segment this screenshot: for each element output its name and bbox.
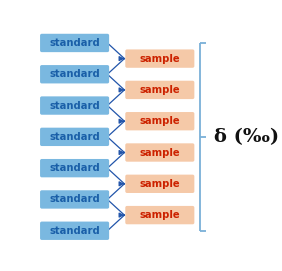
FancyBboxPatch shape [40, 190, 109, 209]
Text: standard: standard [49, 226, 100, 236]
Text: standard: standard [49, 69, 100, 79]
Text: standard: standard [49, 163, 100, 173]
Text: sample: sample [140, 116, 180, 126]
Text: standard: standard [49, 132, 100, 142]
FancyBboxPatch shape [125, 206, 194, 224]
Text: δ (‰): δ (‰) [215, 128, 279, 146]
FancyBboxPatch shape [125, 143, 194, 162]
Text: sample: sample [140, 54, 180, 64]
Text: standard: standard [49, 38, 100, 48]
FancyBboxPatch shape [125, 81, 194, 99]
Text: sample: sample [140, 179, 180, 189]
FancyBboxPatch shape [40, 222, 109, 240]
FancyBboxPatch shape [40, 65, 109, 83]
Text: standard: standard [49, 195, 100, 204]
Text: sample: sample [140, 85, 180, 95]
FancyBboxPatch shape [125, 112, 194, 130]
FancyBboxPatch shape [40, 34, 109, 52]
Text: sample: sample [140, 147, 180, 157]
FancyBboxPatch shape [40, 96, 109, 115]
FancyBboxPatch shape [40, 128, 109, 146]
FancyBboxPatch shape [125, 49, 194, 68]
Text: sample: sample [140, 210, 180, 220]
FancyBboxPatch shape [125, 175, 194, 193]
FancyBboxPatch shape [40, 159, 109, 177]
Text: standard: standard [49, 101, 100, 111]
